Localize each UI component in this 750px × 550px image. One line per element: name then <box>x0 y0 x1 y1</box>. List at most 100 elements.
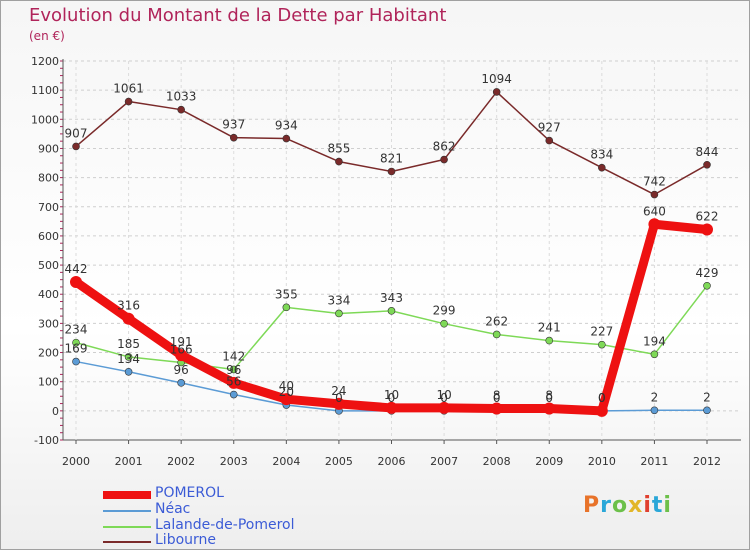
data-point <box>492 330 501 339</box>
data-point <box>545 136 554 145</box>
y-tick-label: 900 <box>38 142 59 155</box>
y-tick-label: 500 <box>38 259 59 272</box>
data-label: 8 <box>545 389 553 403</box>
data-label: 937 <box>222 118 245 132</box>
data-point <box>335 309 343 318</box>
legend-label-libourne: Libourne <box>155 532 217 548</box>
logo-letter: x <box>628 493 644 518</box>
data-label: 142 <box>222 349 245 363</box>
legend-label-lalande: Lalande-de-Pomerol <box>155 517 295 533</box>
data-label: 20 <box>279 385 294 399</box>
legend-swatch-pomerol <box>103 491 151 499</box>
data-point <box>650 190 659 199</box>
data-label: 96 <box>174 363 189 377</box>
x-tick-label: 2002 <box>167 455 195 468</box>
data-label: 227 <box>590 325 613 339</box>
data-label: 742 <box>643 175 666 189</box>
y-tick-label: 600 <box>38 230 59 243</box>
data-label: 316 <box>117 299 140 313</box>
data-label: 0 <box>335 391 343 405</box>
chart-unit: (en €) <box>29 29 65 43</box>
y-tick-label: 1000 <box>31 113 59 126</box>
data-label: 169 <box>65 342 88 356</box>
data-label: 166 <box>170 342 193 356</box>
y-tick-label: -100 <box>34 434 59 447</box>
series-line <box>71 219 712 416</box>
data-point <box>492 88 501 96</box>
data-point <box>335 157 343 166</box>
data-point <box>648 218 661 231</box>
data-point <box>177 379 185 387</box>
data-label: 355 <box>275 287 298 301</box>
y-tick-label: 700 <box>38 201 59 214</box>
data-label: 442 <box>65 262 88 276</box>
logo-letter: i <box>643 493 652 518</box>
x-tick-label: 2008 <box>483 455 511 468</box>
data-point <box>701 223 713 236</box>
data-label: 299 <box>433 304 456 318</box>
data-point <box>703 406 711 415</box>
data-label: 429 <box>696 266 719 280</box>
data-label: 844 <box>696 145 719 159</box>
x-tick-label: 2005 <box>325 455 353 468</box>
data-label: 241 <box>538 321 561 335</box>
series-libourne <box>72 88 711 199</box>
data-point <box>72 338 80 347</box>
series-lalande-de-pomerol <box>72 281 711 374</box>
x-tick-label: 2003 <box>220 455 248 468</box>
logo-letter: o <box>611 493 629 518</box>
data-label: 0 <box>440 391 448 405</box>
data-point <box>122 312 135 325</box>
x-tick-label: 2001 <box>115 455 143 468</box>
data-label: 134 <box>117 352 140 366</box>
data-label: 927 <box>538 121 561 135</box>
data-label: 2 <box>703 390 711 404</box>
data-label: 0 <box>493 391 501 405</box>
y-tick-label: 400 <box>38 288 59 301</box>
x-tick-label: 2010 <box>588 455 616 468</box>
data-point <box>72 142 80 151</box>
data-point <box>650 406 659 415</box>
data-label: 834 <box>590 148 613 162</box>
data-label: 821 <box>380 151 403 165</box>
logo-letter: i <box>663 493 672 518</box>
y-tick-label: 1200 <box>31 55 59 68</box>
y-tick-label: 1100 <box>31 84 59 97</box>
y-tick-label: 100 <box>38 376 59 389</box>
data-point <box>229 365 238 374</box>
data-label: 1033 <box>166 90 197 104</box>
data-label: 640 <box>643 204 666 218</box>
x-tick-label: 2012 <box>693 455 721 468</box>
data-point <box>598 340 606 349</box>
y-tick-label: 300 <box>38 317 59 330</box>
logo-letter: r <box>600 493 612 518</box>
data-label: 10 <box>436 388 451 402</box>
proxiti-logo: Proxiti <box>583 493 672 518</box>
data-label: 1094 <box>481 72 512 86</box>
chart-title: Evolution du Montant de la Dette par Hab… <box>29 5 447 26</box>
data-point <box>438 401 451 414</box>
data-point <box>440 319 448 328</box>
data-label: 56 <box>226 375 241 389</box>
data-label: 0 <box>545 391 553 405</box>
y-tick-label: 200 <box>38 347 59 360</box>
data-label: 934 <box>275 119 298 133</box>
data-label: 194 <box>643 334 666 348</box>
data-label: 40 <box>279 379 294 393</box>
data-point <box>72 357 80 366</box>
x-tick-label: 2009 <box>535 455 563 468</box>
logo-letter: P <box>583 493 601 518</box>
data-label: 1061 <box>113 82 144 96</box>
data-label: 0 <box>598 391 606 405</box>
data-label: 185 <box>117 337 140 351</box>
data-point <box>177 105 185 114</box>
legend-swatch-libourne <box>103 541 151 543</box>
data-label: 907 <box>65 126 88 140</box>
data-point <box>545 336 554 345</box>
data-point <box>703 160 711 169</box>
data-point <box>70 275 82 288</box>
data-label: 2 <box>651 390 659 404</box>
data-point <box>282 134 291 143</box>
logo-letter: t <box>651 493 664 518</box>
